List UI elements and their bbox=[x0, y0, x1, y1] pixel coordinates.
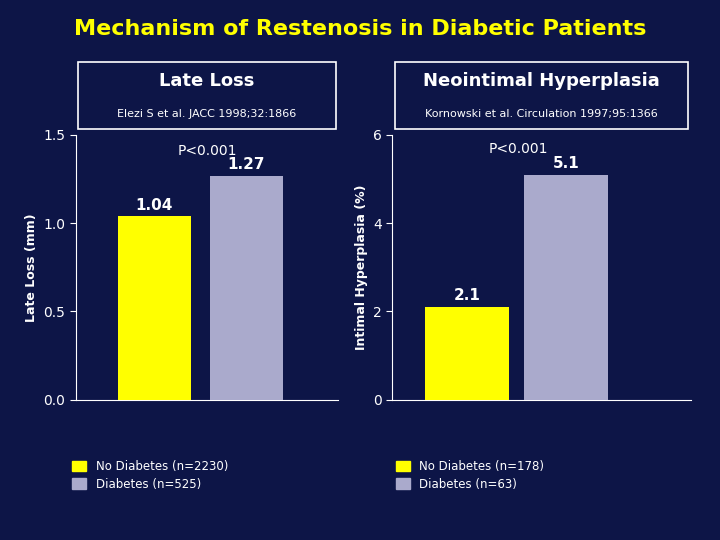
Text: Late Loss: Late Loss bbox=[159, 72, 255, 90]
Bar bbox=[117, 216, 192, 400]
Text: P<0.001: P<0.001 bbox=[488, 141, 548, 156]
Bar bbox=[210, 176, 283, 400]
Bar bbox=[426, 307, 509, 400]
Text: Elezi S et al. JACC 1998;32:1866: Elezi S et al. JACC 1998;32:1866 bbox=[117, 109, 297, 119]
Text: Kornowski et al. Circulation 1997;95:1366: Kornowski et al. Circulation 1997;95:136… bbox=[426, 109, 658, 119]
Text: 5.1: 5.1 bbox=[552, 156, 579, 171]
Y-axis label: Intimal Hyperplasia (%): Intimal Hyperplasia (%) bbox=[354, 185, 367, 350]
Legend: No Diabetes (n=178), Diabetes (n=63): No Diabetes (n=178), Diabetes (n=63) bbox=[392, 456, 548, 494]
FancyBboxPatch shape bbox=[395, 62, 688, 130]
Y-axis label: Late Loss (mm): Late Loss (mm) bbox=[24, 213, 37, 322]
Legend: No Diabetes (n=2230), Diabetes (n=525): No Diabetes (n=2230), Diabetes (n=525) bbox=[68, 456, 231, 494]
Text: P<0.001: P<0.001 bbox=[177, 144, 237, 158]
Text: Mechanism of Restenosis in Diabetic Patients: Mechanism of Restenosis in Diabetic Pati… bbox=[74, 19, 646, 39]
Text: Neointimal Hyperplasia: Neointimal Hyperplasia bbox=[423, 72, 660, 90]
Bar bbox=[524, 175, 608, 400]
Text: 1.27: 1.27 bbox=[228, 157, 265, 172]
FancyBboxPatch shape bbox=[78, 62, 336, 130]
Text: 2.1: 2.1 bbox=[454, 288, 480, 303]
Text: 1.04: 1.04 bbox=[136, 198, 173, 213]
